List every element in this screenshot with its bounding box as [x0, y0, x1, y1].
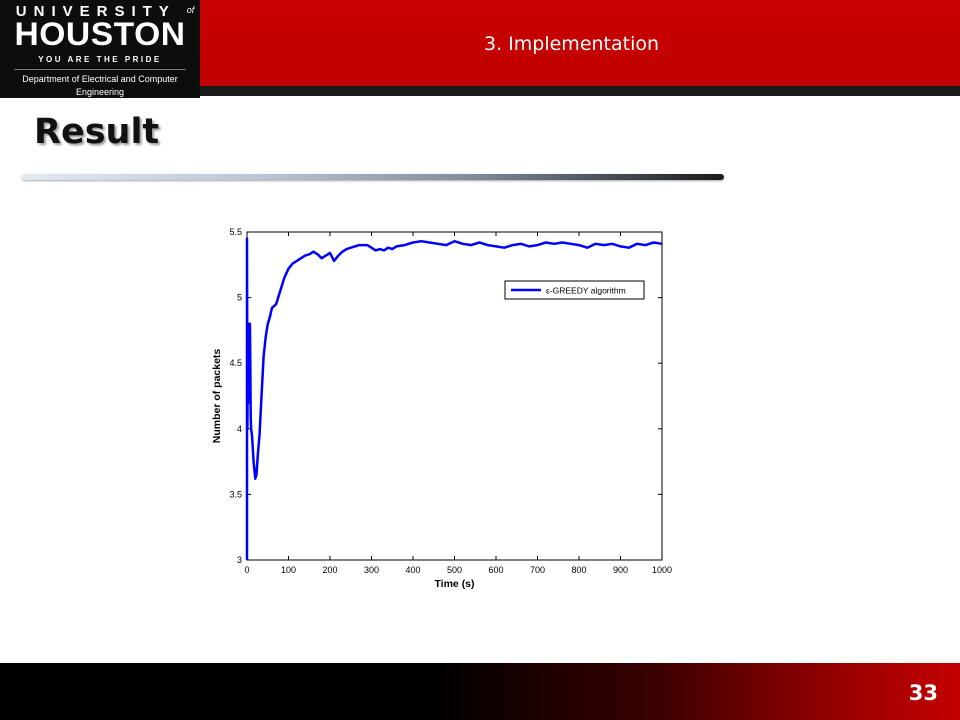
- page-number: 33: [908, 681, 938, 705]
- header-divider: [200, 86, 960, 96]
- logo-divider: [14, 69, 186, 70]
- logo-tagline: YOU ARE THE PRIDE: [38, 55, 162, 64]
- y-tick-label: 5.5: [229, 227, 242, 237]
- x-tick-label: 400: [405, 565, 420, 575]
- chart-legend: [504, 280, 645, 300]
- y-tick-label: 4: [237, 424, 242, 434]
- logo-university-text: UNIVERSITY of: [15, 3, 195, 20]
- footer-bar: [0, 663, 960, 720]
- title-underline: [22, 174, 724, 180]
- x-axis-label: Time (s): [434, 578, 474, 590]
- y-tick-label: 3: [237, 555, 242, 565]
- x-tick-label: 300: [364, 565, 379, 575]
- y-tick-label: 5: [237, 293, 242, 303]
- department-label: Department of Electrical and Computer En…: [22, 74, 178, 97]
- series-line: [245, 237, 663, 560]
- legend-label: ε-GREEDY algorithm: [546, 286, 626, 296]
- section-title: 3. Implementation: [484, 33, 660, 55]
- x-tick-label: 200: [322, 565, 337, 575]
- y-axis-label: Number of packets: [211, 349, 223, 444]
- line-chart: 0 100 200 300 400 500 600 700 800 900 1000 3 3.5 4 4.5…: [211, 227, 672, 590]
- x-tick-label: 600: [488, 565, 503, 575]
- y-tick-label: 3.5: [229, 489, 242, 499]
- logo-houston-text: HOUSTON: [14, 16, 186, 52]
- x-tick-label: 0: [244, 565, 249, 575]
- slide-title: Result: [34, 112, 160, 152]
- x-tick-label: 800: [571, 565, 586, 575]
- y-tick-label: 4.5: [229, 358, 242, 368]
- x-tick-label: 900: [613, 565, 628, 575]
- x-tick-label: 1000: [652, 565, 672, 575]
- x-tick-label: 700: [530, 565, 545, 575]
- x-tick-label: 500: [447, 565, 462, 575]
- university-logo: UNIVERSITY of HOUSTON YOU ARE THE PRIDE …: [0, 0, 200, 98]
- x-tick-label: 100: [281, 565, 296, 575]
